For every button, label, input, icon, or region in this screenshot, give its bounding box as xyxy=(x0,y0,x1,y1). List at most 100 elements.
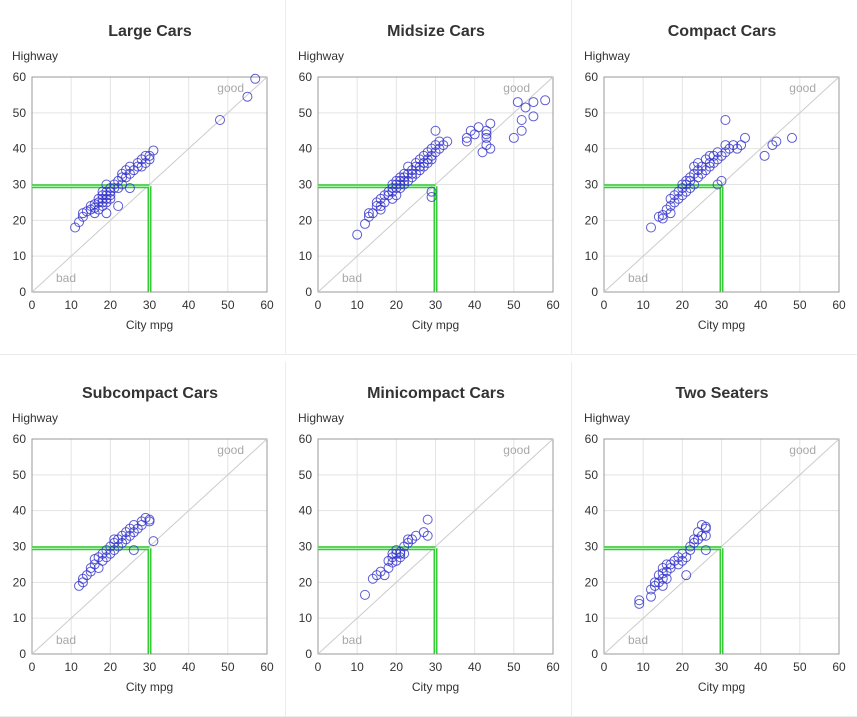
data-point xyxy=(724,143,735,154)
data-point xyxy=(407,172,417,183)
data-point xyxy=(689,537,700,548)
chart-panel: Minicompact Cars Highway 0 10 20 30 40 50 60 0 10 2… xyxy=(286,362,572,717)
y-tick-label: 10 xyxy=(585,249,599,263)
data-point xyxy=(109,545,120,556)
scatter-chart: Midsize Cars Highway 0 10 20 30 40 50 60 0 10 20 30 4… xyxy=(298,23,560,332)
x-tick-label: 30 xyxy=(143,660,157,674)
data-point xyxy=(422,530,433,541)
y-tick-label: 60 xyxy=(585,432,599,446)
data-point xyxy=(759,150,770,161)
x-tick-label: 20 xyxy=(676,660,690,674)
x-tick-label: 60 xyxy=(260,298,274,312)
data-point xyxy=(657,209,668,220)
x-tick-label: 10 xyxy=(64,298,78,312)
data-point xyxy=(97,548,108,559)
bad-label: bad xyxy=(342,271,362,285)
x-tick-label: 40 xyxy=(182,660,196,674)
data-point xyxy=(669,190,680,201)
data-point xyxy=(665,201,676,211)
y-tick-label: 60 xyxy=(585,70,599,84)
data-point xyxy=(485,143,496,154)
y-axis-label: Highway xyxy=(298,49,344,63)
data-point xyxy=(367,573,378,584)
data-point xyxy=(113,534,124,545)
data-point xyxy=(485,118,496,129)
data-point xyxy=(105,183,116,194)
x-tick-label: 40 xyxy=(468,298,482,312)
y-tick-label: 60 xyxy=(13,70,27,84)
x-axis-label: City mpg xyxy=(412,680,459,694)
y-tick-label: 30 xyxy=(299,178,313,192)
y-tick-label: 40 xyxy=(585,504,599,518)
data-point xyxy=(70,222,81,233)
data-point xyxy=(689,161,700,172)
bad-label: bad xyxy=(628,271,648,285)
x-tick-label: 40 xyxy=(754,298,768,312)
data-point xyxy=(113,541,124,552)
data-point xyxy=(395,552,406,563)
y-tick-label: 20 xyxy=(299,213,313,227)
x-axis-label: City mpg xyxy=(698,318,745,332)
data-point xyxy=(418,527,429,538)
y-tick-label: 30 xyxy=(13,178,27,192)
x-tick-label: 30 xyxy=(715,660,729,674)
data-point xyxy=(128,545,139,556)
data-point xyxy=(681,186,692,197)
data-point xyxy=(399,179,410,190)
x-tick-label: 0 xyxy=(315,660,322,674)
x-tick-label: 10 xyxy=(64,660,78,674)
y-axis-label: Highway xyxy=(12,411,58,425)
data-point xyxy=(93,552,104,563)
data-point xyxy=(767,140,778,151)
data-point xyxy=(250,73,261,84)
data-point xyxy=(148,145,159,156)
x-tick-label: 60 xyxy=(546,298,560,312)
x-axis-label: City mpg xyxy=(126,318,173,332)
x-tick-label: 20 xyxy=(104,298,118,312)
good-label: good xyxy=(503,443,530,457)
y-tick-label: 40 xyxy=(585,142,599,156)
data-point xyxy=(124,168,135,179)
chart-panel: Subcompact Cars Highway 0 10 20 30 40 50 60 0 10 20… xyxy=(0,362,286,717)
x-tick-label: 50 xyxy=(507,298,521,312)
data-point xyxy=(677,190,688,201)
chart-title: Large Cars xyxy=(108,23,192,40)
good-label: good xyxy=(503,81,530,95)
data-point xyxy=(438,140,449,151)
data-point xyxy=(121,534,131,545)
data-point xyxy=(712,179,723,190)
data-point xyxy=(105,193,116,204)
x-tick-label: 0 xyxy=(315,298,322,312)
x-tick-label: 30 xyxy=(715,298,729,312)
data-point xyxy=(375,201,386,211)
scatter-chart: Two Seaters Highway 0 10 20 30 40 50 60 0 10 20 30 40… xyxy=(584,385,846,694)
x-tick-label: 10 xyxy=(350,298,364,312)
data-point xyxy=(669,197,680,208)
x-tick-label: 0 xyxy=(29,298,36,312)
data-point xyxy=(716,175,727,186)
data-point xyxy=(242,91,253,102)
data-point xyxy=(673,193,684,204)
data-point xyxy=(422,514,433,525)
data-point xyxy=(708,150,719,161)
y-tick-label: 60 xyxy=(299,432,313,446)
y-tick-label: 10 xyxy=(13,249,27,263)
data-point xyxy=(360,589,370,600)
data-point xyxy=(77,573,88,584)
y-tick-label: 30 xyxy=(13,540,27,554)
y-tick-label: 40 xyxy=(13,504,27,518)
data-point xyxy=(669,555,680,566)
x-tick-label: 20 xyxy=(104,660,118,674)
data-point xyxy=(352,229,363,240)
data-point xyxy=(363,211,374,222)
data-point xyxy=(144,514,155,525)
data-point xyxy=(693,165,703,176)
data-point xyxy=(787,132,797,143)
data-point xyxy=(426,186,437,197)
x-tick-label: 40 xyxy=(468,660,482,674)
scatter-chart: Compact Cars Highway 0 10 20 30 40 50 60 0 10 20 30 4… xyxy=(584,23,846,332)
data-point xyxy=(481,132,492,143)
data-point xyxy=(430,147,441,158)
data-point xyxy=(77,211,88,222)
data-point xyxy=(407,534,417,545)
